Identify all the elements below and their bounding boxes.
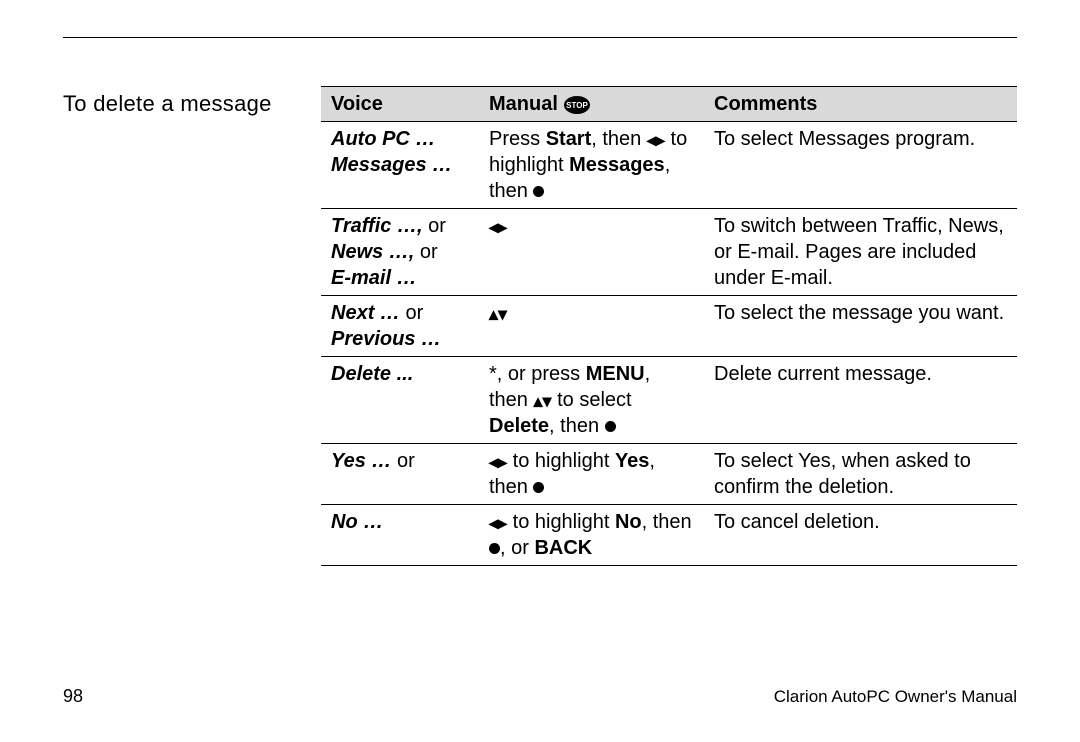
cell-manual: ◂▸ to highlight Yes, then	[479, 444, 704, 505]
section-title: To delete a message	[63, 86, 321, 117]
cell-manual: Press Start, then ◂▸ to highlight Messag…	[479, 122, 704, 209]
button-label: Delete	[489, 415, 549, 437]
table-row: Delete ... *, or press MENU , then ▴▾ to …	[321, 357, 1017, 444]
voice-cmd: Next …	[331, 302, 400, 324]
col-header-manual: Manual STOP	[479, 87, 704, 122]
cell-voice: Delete ...	[321, 357, 479, 444]
up-down-icon: ▴▾	[533, 392, 551, 410]
up-down-icon: ▴▾	[489, 305, 507, 323]
voice-cmd: No …	[331, 511, 383, 533]
cell-comments: Delete current message.	[704, 357, 1017, 444]
text: , then	[642, 511, 692, 533]
manual-page: To delete a message Voice Manual STOP Co…	[0, 0, 1080, 742]
voice-cmd: Traffic …,	[331, 215, 423, 237]
button-label: MENU	[586, 363, 645, 385]
voice-cmd: Auto PC …	[331, 128, 435, 150]
stop-icon: STOP	[563, 95, 591, 115]
content-row: To delete a message Voice Manual STOP Co…	[63, 86, 1017, 566]
cell-comments: To cancel deletion.	[704, 505, 1017, 566]
col-header-comments: Comments	[704, 87, 1017, 122]
left-right-icon: ◂▸	[489, 514, 507, 532]
text: , then	[591, 128, 647, 150]
col-header-voice: Voice	[321, 87, 479, 122]
table-header-row: Voice Manual STOP Comments	[321, 87, 1017, 122]
button-label: Yes	[615, 450, 649, 472]
text: or	[391, 450, 414, 472]
instruction-table: Voice Manual STOP Comments Auto PC … Mes	[321, 86, 1017, 566]
left-right-icon: ◂▸	[489, 218, 507, 236]
cell-manual: ▴▾	[479, 296, 704, 357]
voice-cmd: Yes …	[331, 450, 391, 472]
table-row: Next … or Previous … ▴▾ To select the me…	[321, 296, 1017, 357]
text: Press	[489, 128, 546, 150]
cell-comments: To select the message you want.	[704, 296, 1017, 357]
table-row: No … ◂▸ to highlight No, then , or BACK …	[321, 505, 1017, 566]
voice-cmd: News …,	[331, 241, 414, 263]
cell-manual: *, or press MENU , then ▴▾ to select Dele…	[479, 357, 704, 444]
voice-cmd: Messages …	[331, 154, 452, 176]
cell-voice: Yes … or	[321, 444, 479, 505]
col-header-manual-text: Manual	[489, 93, 558, 115]
text: or	[414, 241, 437, 263]
enter-icon	[489, 543, 500, 554]
text: , then	[549, 415, 605, 437]
voice-cmd: Previous …	[331, 328, 441, 350]
table-row: Auto PC … Messages … Press Start, then ◂…	[321, 122, 1017, 209]
enter-icon	[533, 482, 544, 493]
table-row: Yes … or ◂▸ to highlight Yes, then To se…	[321, 444, 1017, 505]
footer-title: Clarion AutoPC Owner's Manual	[774, 687, 1017, 707]
text: to select	[552, 389, 632, 411]
enter-icon	[605, 421, 616, 432]
button-label: No	[615, 511, 642, 533]
page-footer: 98 Clarion AutoPC Owner's Manual	[63, 686, 1017, 707]
page-number: 98	[63, 686, 83, 707]
cell-voice: Traffic …, or News …, or E-mail …	[321, 209, 479, 296]
cell-voice: No …	[321, 505, 479, 566]
text: or	[400, 302, 423, 324]
text: *, or press	[489, 363, 586, 385]
text: , or	[500, 537, 534, 559]
cell-voice: Auto PC … Messages …	[321, 122, 479, 209]
cell-comments: To select Messages program.	[704, 122, 1017, 209]
cell-voice: Next … or Previous …	[321, 296, 479, 357]
svg-text:STOP: STOP	[567, 101, 589, 110]
button-label: BACK	[534, 537, 592, 559]
cell-comments: To switch between Traffic, News, or E-ma…	[704, 209, 1017, 296]
left-right-icon: ◂▸	[489, 453, 507, 471]
cell-manual: ◂▸	[479, 209, 704, 296]
cell-manual: ◂▸ to highlight No, then , or BACK	[479, 505, 704, 566]
button-label: Start	[546, 128, 592, 150]
button-label: Messages	[569, 154, 665, 176]
table-row: Traffic …, or News …, or E-mail … ◂▸ To …	[321, 209, 1017, 296]
text: to highlight	[507, 511, 615, 533]
left-right-icon: ◂▸	[647, 131, 665, 149]
text: to highlight	[507, 450, 615, 472]
top-rule	[63, 37, 1017, 38]
text: or	[423, 215, 446, 237]
cell-comments: To select Yes, when asked to confirm the…	[704, 444, 1017, 505]
voice-cmd: Delete ...	[331, 363, 413, 385]
voice-cmd: E-mail …	[331, 267, 417, 289]
enter-icon	[533, 186, 544, 197]
